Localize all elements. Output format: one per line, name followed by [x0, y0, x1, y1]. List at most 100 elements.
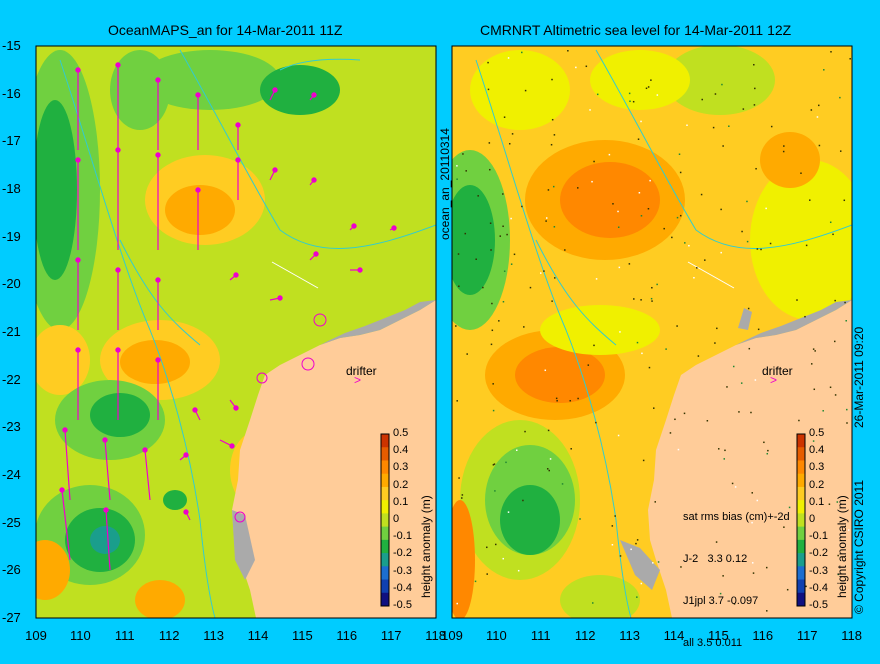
track-point: [551, 118, 554, 121]
track-point: [669, 432, 672, 434]
track-point: [834, 394, 837, 396]
current-arrow-head: [155, 277, 161, 283]
track-point: [765, 207, 767, 210]
current-arrow-head: [229, 443, 235, 449]
x-tick-label: 112: [574, 628, 596, 643]
colorbar-tick-label: 0.3: [393, 461, 409, 474]
track-point: [741, 230, 743, 233]
colorbar-swatch: [797, 592, 805, 607]
current-arrow-head: [155, 152, 161, 158]
track-point: [630, 548, 632, 551]
track-point: [688, 244, 690, 247]
track-point: [696, 267, 698, 269]
track-point: [556, 400, 558, 402]
current-arrow-head: [115, 147, 121, 153]
colorbar-frame: [380, 433, 390, 607]
colorbar-tick-label: 0.3: [809, 461, 825, 474]
track-point: [706, 420, 709, 422]
colorbar-swatch: [381, 473, 389, 488]
track-point: [619, 555, 622, 557]
track-point: [521, 51, 523, 54]
x-tick-label: 116: [336, 628, 358, 643]
x-tick-label: 110: [70, 628, 91, 643]
track-point: [837, 573, 840, 576]
track-point: [466, 353, 468, 355]
track-point: [651, 286, 653, 289]
track-point: [589, 109, 591, 111]
drifter-arrow-left: >: [354, 373, 361, 387]
track-point: [676, 216, 679, 219]
left-colorbar-label: height anomaly (m): [419, 495, 433, 598]
track-point: [756, 248, 759, 250]
left-side-label: ocean_an_20110314: [438, 128, 452, 240]
stats-row: all 3.5 0.011: [683, 637, 743, 649]
track-point: [487, 88, 490, 91]
colorbar-swatch: [381, 513, 389, 528]
track-point: [716, 327, 718, 330]
current-arrow-head: [75, 157, 81, 163]
track-point: [617, 210, 619, 213]
track-point: [456, 400, 458, 402]
track-point: [569, 399, 571, 402]
track-point: [510, 263, 513, 265]
y-tick-label: -15: [2, 38, 21, 53]
track-point: [508, 142, 511, 145]
track-point: [751, 492, 753, 494]
track-point: [455, 325, 457, 327]
track-point: [722, 145, 724, 147]
track-point: [746, 240, 749, 243]
colorbar-swatch: [797, 553, 805, 567]
colorbar-tick-label: -0.1: [809, 530, 828, 543]
track-point: [502, 193, 504, 195]
track-point: [812, 348, 815, 350]
colorbar-swatch: [797, 460, 805, 475]
track-point: [720, 251, 722, 254]
colorbar-tick-label: -0.5: [393, 599, 412, 611]
track-point: [751, 562, 754, 564]
current-arrow-head: [195, 92, 201, 98]
stats-header: sat rms bias (cm)+-2d: [683, 511, 790, 523]
drifter-label-right: drifter: [762, 364, 793, 378]
current-arrow-head: [62, 427, 68, 433]
current-arrow-head: [102, 437, 108, 443]
track-point: [640, 582, 643, 585]
track-point: [462, 153, 464, 155]
x-tick-label: 114: [663, 628, 685, 643]
track-point: [654, 501, 656, 503]
track-point: [523, 326, 525, 328]
x-tick-label: 116: [752, 628, 774, 643]
track-point: [804, 315, 806, 318]
track-point: [782, 150, 785, 153]
track-point: [629, 100, 631, 103]
track-point: [704, 259, 706, 261]
colorbar-swatch: [381, 500, 389, 514]
track-point: [464, 232, 467, 235]
track-point: [461, 494, 464, 496]
track-point: [783, 145, 785, 147]
track-point: [487, 61, 489, 64]
track-point: [517, 569, 520, 572]
track-point: [494, 490, 496, 492]
track-point: [642, 459, 645, 462]
track-point: [628, 92, 631, 95]
track-point: [742, 108, 745, 110]
track-point: [823, 69, 825, 71]
track-point: [547, 429, 550, 432]
track-point: [611, 525, 614, 527]
track-point: [726, 386, 728, 388]
track-point: [617, 434, 620, 437]
track-point: [719, 592, 722, 595]
track-point: [829, 221, 832, 224]
track-point: [636, 539, 639, 541]
colorbar-swatch: [381, 539, 389, 554]
track-point: [816, 116, 819, 118]
track-point: [650, 297, 653, 300]
current-arrow: [104, 439, 111, 501]
track-point: [740, 382, 743, 384]
track-point: [489, 222, 492, 224]
track-point: [553, 134, 556, 136]
track-point: [595, 278, 598, 280]
y-tick-label: -23: [2, 419, 21, 435]
colorbar-swatch: [381, 579, 389, 594]
track-point: [458, 285, 460, 288]
